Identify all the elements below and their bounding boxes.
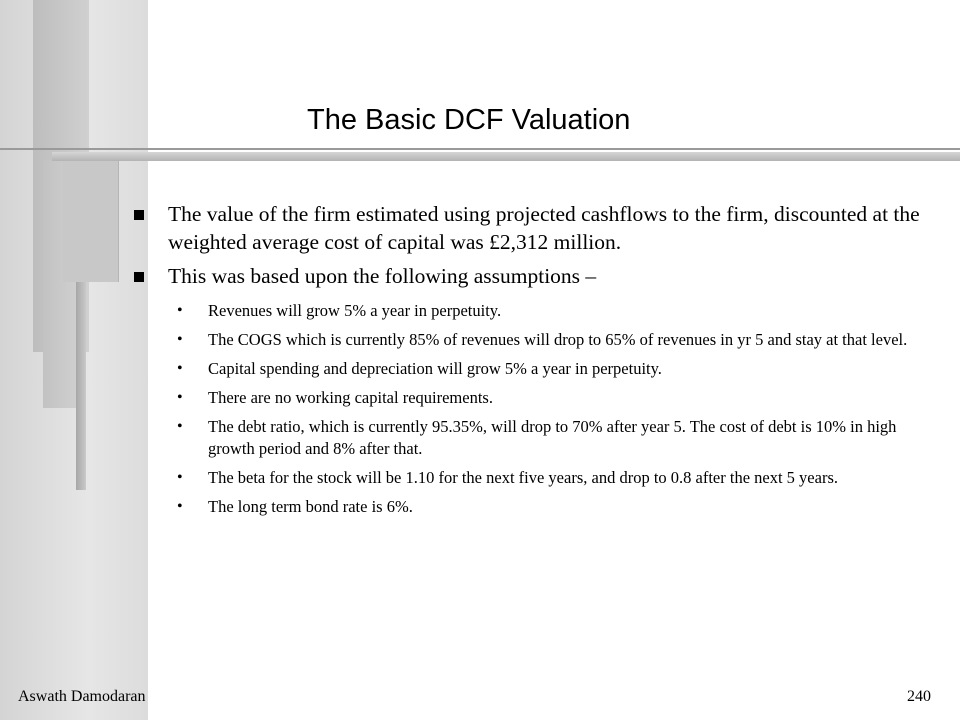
decor-block bbox=[63, 160, 119, 282]
decor-block bbox=[76, 282, 86, 490]
sub-bullet-item: • The debt ratio, which is currently 95.… bbox=[130, 416, 930, 460]
bullet-text: This was based upon the following assump… bbox=[168, 264, 597, 288]
sub-bullet-item: • The COGS which is currently 85% of rev… bbox=[130, 329, 930, 351]
sub-bullet-item: • There are no working capital requireme… bbox=[130, 387, 930, 409]
footer-author: Aswath Damodaran bbox=[18, 688, 146, 705]
sub-bullet-item: • The long term bond rate is 6%. bbox=[130, 496, 930, 518]
dot-bullet-icon: • bbox=[177, 469, 183, 486]
bullet-item: The value of the firm estimated using pr… bbox=[130, 200, 930, 256]
title-rule bbox=[0, 148, 960, 150]
dot-bullet-icon: • bbox=[177, 302, 183, 319]
bullet-item: This was based upon the following assump… bbox=[130, 262, 930, 290]
sub-bullet-item: • The beta for the stock will be 1.10 fo… bbox=[130, 467, 930, 489]
sub-bullet-text: The debt ratio, which is currently 95.35… bbox=[208, 417, 897, 458]
sub-bullet-text: The long term bond rate is 6%. bbox=[208, 497, 413, 516]
sub-bullet-text: The beta for the stock will be 1.10 for … bbox=[208, 468, 838, 487]
page-number: 240 bbox=[907, 688, 931, 705]
slide-body: The value of the firm estimated using pr… bbox=[130, 200, 930, 525]
sub-bullet-item: • Revenues will grow 5% a year in perpet… bbox=[130, 300, 930, 322]
title-underline-bar bbox=[52, 152, 960, 161]
square-bullet-icon bbox=[134, 210, 144, 220]
dot-bullet-icon: • bbox=[177, 389, 183, 406]
dot-bullet-icon: • bbox=[177, 331, 183, 348]
sub-bullet-text: Capital spending and depreciation will g… bbox=[208, 359, 662, 378]
bullet-text: The value of the firm estimated using pr… bbox=[168, 202, 920, 254]
sub-bullet-item: • Capital spending and depreciation will… bbox=[130, 358, 930, 380]
square-bullet-icon bbox=[134, 272, 144, 282]
slide-title: The Basic DCF Valuation bbox=[307, 104, 631, 136]
sub-bullet-text: There are no working capital requirement… bbox=[208, 388, 493, 407]
dot-bullet-icon: • bbox=[177, 418, 183, 435]
sub-bullet-text: Revenues will grow 5% a year in perpetui… bbox=[208, 301, 502, 320]
dot-bullet-icon: • bbox=[177, 498, 183, 515]
dot-bullet-icon: • bbox=[177, 360, 183, 377]
sub-bullet-text: The COGS which is currently 85% of reven… bbox=[208, 330, 908, 349]
